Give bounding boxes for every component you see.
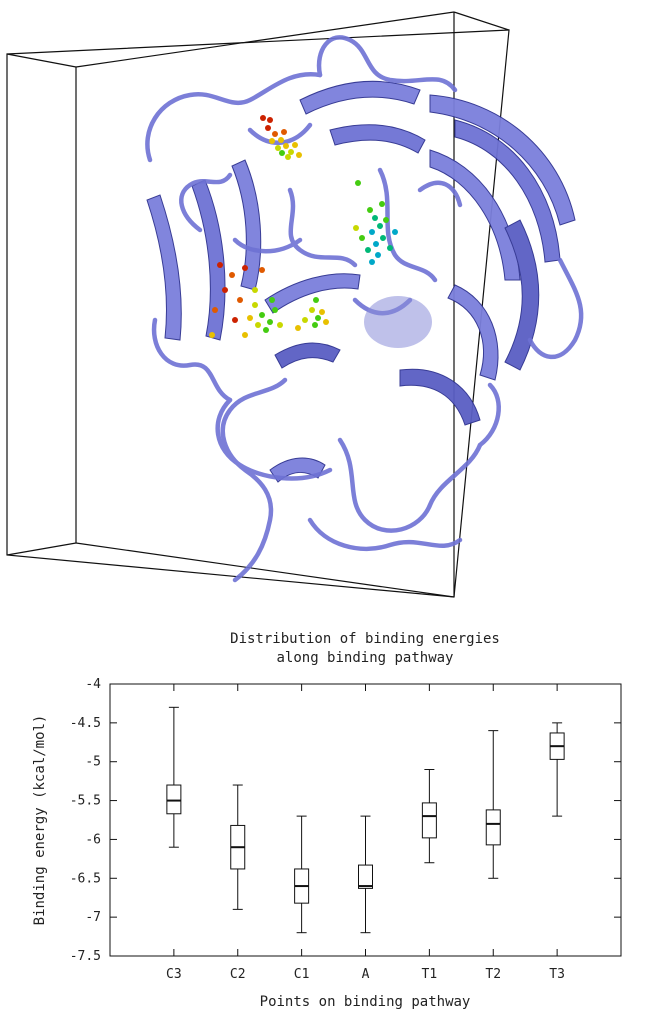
- x-tick-label: C3: [166, 967, 182, 982]
- box-body: [358, 864, 373, 889]
- y-tick-label: -7: [85, 910, 101, 925]
- y-tick-label: -4.5: [70, 716, 101, 731]
- box-c3: [166, 706, 182, 848]
- box-series: [166, 706, 565, 934]
- x-tick-label: A: [362, 967, 370, 982]
- x-axis-label: Points on binding pathway: [260, 994, 471, 1010]
- box-body: [485, 809, 501, 846]
- box-t3: [549, 722, 565, 817]
- y-axis-ticks: -4 -4.5 -5 -5.5 -6 -6.5 -7 -7.5: [70, 677, 621, 964]
- y-tick-label: -4: [85, 677, 101, 692]
- ligand-clusters: [209, 115, 398, 338]
- barrel-core: [364, 296, 432, 348]
- box-a: [358, 815, 373, 934]
- chart-title-line-2: along binding pathway: [276, 650, 453, 666]
- box-t1: [421, 768, 437, 864]
- y-tick-label: -6: [85, 832, 101, 847]
- x-axis-ticks: C3 C2 C1 A T1 T2 T3: [166, 684, 565, 982]
- box-c2: [230, 784, 246, 910]
- cluster-lower-left: [209, 262, 283, 338]
- y-axis-label: Binding energy (kcal/mol): [32, 715, 48, 926]
- coil-loops: [145, 35, 584, 583]
- chart-title-line-1: Distribution of binding energies: [230, 631, 500, 647]
- x-tick-label: C2: [230, 967, 246, 982]
- y-tick-label: -5.5: [70, 794, 101, 809]
- box-body: [421, 802, 437, 839]
- box-body: [166, 784, 182, 815]
- box-c1: [294, 815, 310, 934]
- protein-structure-image: [6, 11, 584, 598]
- cluster-center: [295, 297, 329, 331]
- x-tick-label: T3: [549, 967, 565, 982]
- beta-sheets: [146, 80, 576, 483]
- x-tick-label: T2: [485, 967, 501, 982]
- y-tick-label: -5: [85, 755, 101, 770]
- box-plot: Distribution of binding energies along b…: [32, 631, 622, 1010]
- x-tick-label: C1: [294, 967, 310, 982]
- y-tick-label: -6.5: [70, 871, 101, 886]
- cluster-right: [353, 180, 398, 265]
- y-tick-label: -7.5: [70, 949, 101, 964]
- box-t2: [485, 730, 501, 879]
- cluster-top-left: [260, 115, 302, 160]
- x-tick-label: T1: [422, 967, 438, 982]
